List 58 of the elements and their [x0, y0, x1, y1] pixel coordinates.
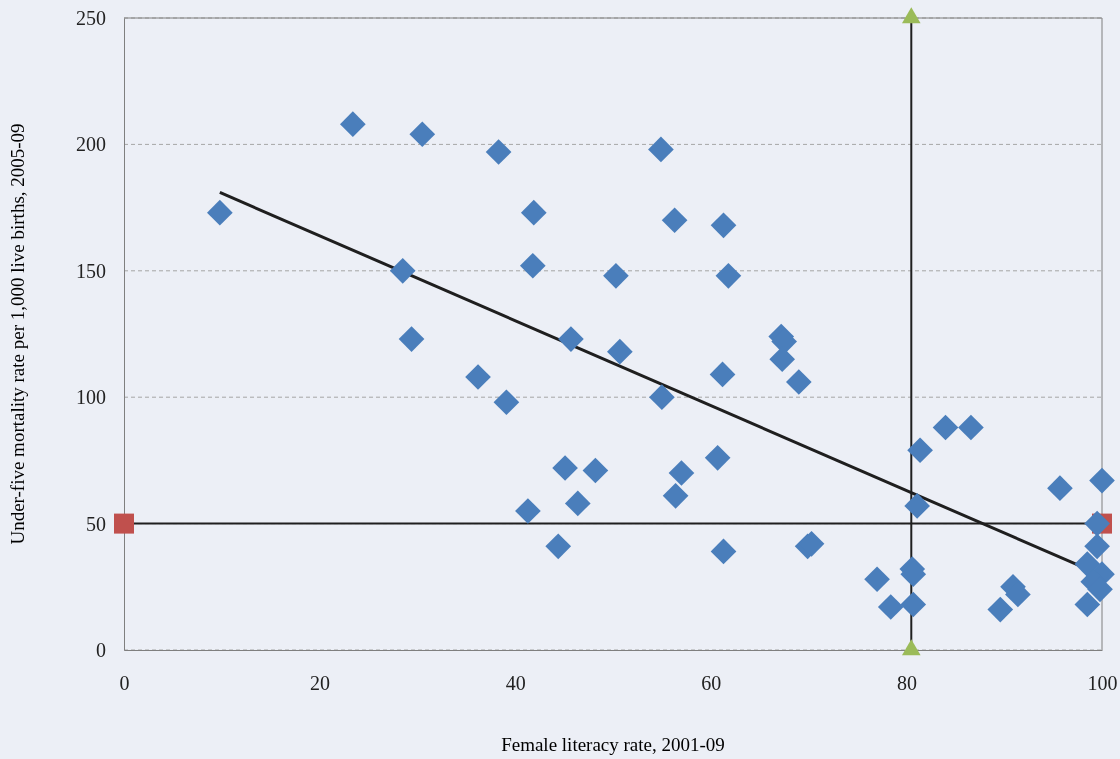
point [877, 594, 904, 620]
point [900, 591, 927, 618]
point [465, 364, 491, 390]
point [709, 361, 736, 388]
point [607, 338, 633, 365]
point [389, 257, 416, 284]
y-axis-title: Under-five mortality rate per 1,000 live births, 2005-09 [7, 123, 28, 545]
point [769, 346, 796, 373]
point [904, 493, 930, 519]
point [1074, 551, 1101, 577]
x-tick-label: 60 [701, 672, 722, 695]
point [649, 384, 675, 411]
x-axis-title: Female literacy rate, 2001-09 [501, 734, 725, 755]
x-tick-label: 0 [119, 672, 130, 695]
point [668, 460, 695, 486]
x-tick-label: 100 [1087, 672, 1118, 695]
point [1084, 533, 1110, 560]
y-tick-label: 50 [86, 512, 106, 535]
point [515, 498, 541, 524]
x-tick-label: 40 [505, 672, 526, 695]
point [710, 212, 737, 239]
point [987, 596, 1014, 623]
point [1047, 475, 1073, 502]
point [704, 445, 731, 471]
point [485, 139, 512, 165]
point [545, 533, 572, 560]
point [493, 389, 520, 416]
y-tick-label: 0 [96, 638, 106, 661]
point [409, 121, 436, 148]
x-tick-label: 80 [896, 672, 917, 695]
y-tick-label: 200 [76, 133, 106, 156]
point [519, 252, 546, 279]
point [1089, 467, 1115, 494]
point [1074, 591, 1101, 618]
point [710, 538, 737, 565]
point [558, 326, 584, 352]
point [398, 326, 425, 352]
point [864, 566, 890, 593]
point [958, 414, 984, 441]
point [207, 199, 233, 226]
point [552, 455, 578, 481]
y-tick-label: 100 [76, 386, 106, 409]
point [932, 414, 959, 441]
point [715, 263, 742, 289]
point [520, 199, 547, 226]
point [907, 437, 933, 464]
y-tick-label: 250 [76, 6, 106, 29]
point [661, 207, 688, 234]
point [582, 457, 609, 484]
y-tick-label: 150 [76, 259, 106, 282]
x-tick-label: 20 [310, 672, 331, 695]
point [785, 369, 812, 395]
point [1084, 510, 1110, 537]
point [340, 111, 366, 138]
point [662, 482, 689, 509]
point [648, 136, 674, 163]
point [603, 263, 629, 289]
point [564, 490, 591, 517]
